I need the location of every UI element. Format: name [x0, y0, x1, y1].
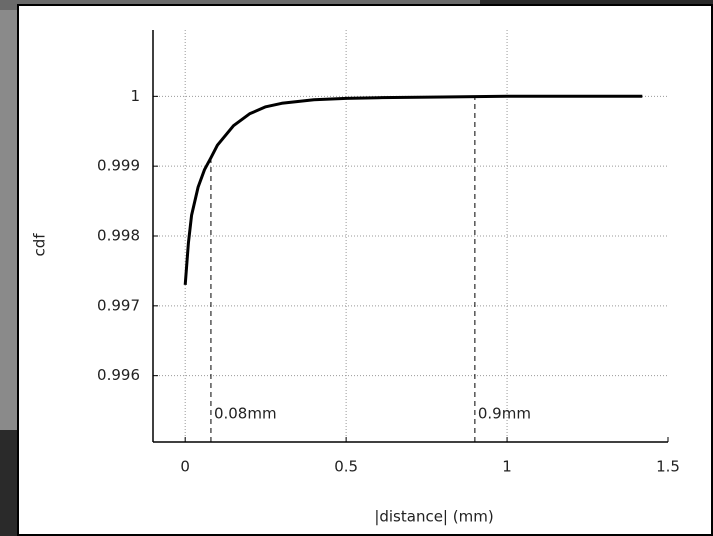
y-axis-label: cdf: [31, 233, 49, 257]
marker-label: 0.08mm: [214, 405, 277, 423]
y-tick-label: 0.999: [97, 157, 140, 175]
x-axis-label: |distance| (mm): [374, 508, 493, 526]
figure-panel: [17, 4, 713, 536]
background-strip: [0, 10, 20, 430]
x-tick-label: 1: [502, 458, 512, 476]
x-tick-label: 1.5: [656, 458, 680, 476]
x-tick-label: 0.5: [334, 458, 358, 476]
x-tick-label: 0: [180, 458, 190, 476]
plot: 0.996 0.997 0.998 0.999 1 0 0.5 1 1.5 0.08mm 0.9mm: [97, 30, 680, 476]
marker-label: 0.9mm: [478, 405, 531, 423]
y-tick-label: 0.997: [97, 296, 140, 314]
y-tick-label: 0.996: [97, 366, 140, 384]
y-tick-label: 0.998: [97, 227, 140, 245]
y-tick-label: 1: [130, 87, 140, 105]
cdf-line: [183, 94, 643, 286]
